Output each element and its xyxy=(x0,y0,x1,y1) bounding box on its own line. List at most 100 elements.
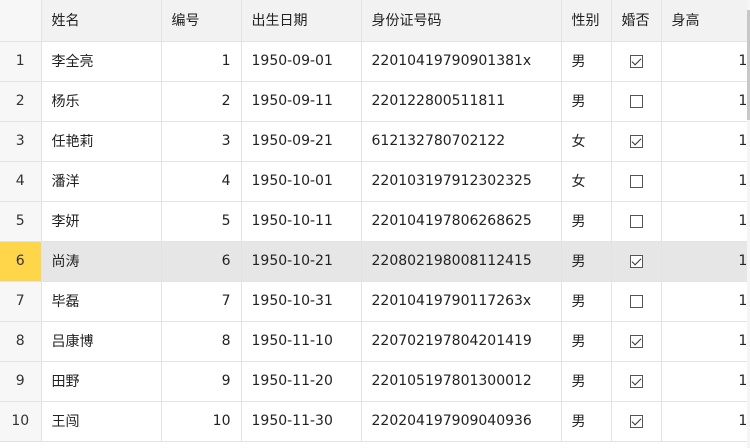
cell-name[interactable]: 毕磊 xyxy=(41,281,162,322)
cell-number[interactable]: 9 xyxy=(161,361,242,402)
married-checkbox[interactable] xyxy=(629,374,643,388)
vertical-scrollbar[interactable] xyxy=(747,0,750,448)
cell-birth[interactable]: 1950-10-01 xyxy=(241,161,362,202)
row-header[interactable]: 3 xyxy=(0,121,42,162)
cell-id-card[interactable]: 220104197806268625 xyxy=(361,201,562,242)
cell-married[interactable] xyxy=(611,121,662,162)
cell-number[interactable]: 3 xyxy=(161,121,242,162)
cell-gender[interactable]: 男 xyxy=(561,361,612,402)
cell-height[interactable]: 1.77 xyxy=(661,41,750,82)
row-header[interactable]: 8 xyxy=(0,321,42,362)
cell-birth[interactable]: 1950-10-21 xyxy=(241,241,362,282)
cell-birth[interactable]: 1950-10-11 xyxy=(241,201,362,242)
cell-name[interactable]: 任艳莉 xyxy=(41,121,162,162)
cell-id-card[interactable]: 220204197909040936 xyxy=(361,401,562,442)
column-header-height[interactable]: 身高 xyxy=(661,0,750,42)
cell-number[interactable]: 10 xyxy=(161,401,242,442)
cell-name[interactable]: 吕康博 xyxy=(41,321,162,362)
married-checkbox[interactable] xyxy=(629,174,643,188)
cell-married[interactable] xyxy=(611,201,662,242)
married-checkbox[interactable] xyxy=(629,54,643,68)
cell-id-card[interactable]: 220802198008112415 xyxy=(361,241,562,282)
cell-height[interactable]: 1.73 xyxy=(661,241,750,282)
cell-id-card[interactable]: 220702197804201419 xyxy=(361,321,562,362)
married-checkbox[interactable] xyxy=(629,134,643,148)
married-checkbox[interactable] xyxy=(629,334,643,348)
cell-birth[interactable]: 1950-11-20 xyxy=(241,361,362,402)
cell-id-card[interactable]: 22010419790901381x xyxy=(361,41,562,82)
cell-height[interactable]: 1.76 xyxy=(661,201,750,242)
cell-birth[interactable]: 1950-09-11 xyxy=(241,81,362,122)
cell-id-card[interactable]: 220103197912302325 xyxy=(361,161,562,202)
cell-gender[interactable]: 男 xyxy=(561,81,612,122)
row-header[interactable]: 2 xyxy=(0,81,42,122)
column-header-id-card[interactable]: 身份证号码 xyxy=(361,0,562,42)
scrollbar-thumb[interactable] xyxy=(747,10,750,120)
cell-id-card[interactable]: 220105197801300012 xyxy=(361,361,562,402)
column-header-birth[interactable]: 出生日期 xyxy=(241,0,362,42)
cell-married[interactable] xyxy=(611,361,662,402)
cell-gender[interactable]: 男 xyxy=(561,321,612,362)
cell-number[interactable]: 5 xyxy=(161,201,242,242)
cell-married[interactable] xyxy=(611,281,662,322)
cell-height[interactable]: 1.79 xyxy=(661,281,750,322)
cell-married[interactable] xyxy=(611,321,662,362)
column-header-number[interactable]: 编号 xyxy=(161,0,242,42)
cell-birth[interactable]: 1950-10-31 xyxy=(241,281,362,322)
married-checkbox[interactable] xyxy=(629,254,643,268)
cell-birth[interactable]: 1950-09-01 xyxy=(241,41,362,82)
married-checkbox[interactable] xyxy=(629,294,643,308)
cell-name[interactable]: 潘洋 xyxy=(41,161,162,202)
row-header[interactable]: 4 xyxy=(0,161,42,202)
row-header[interactable]: 5 xyxy=(0,201,42,242)
cell-married[interactable] xyxy=(611,81,662,122)
cell-id-card[interactable]: 220122800511811 xyxy=(361,81,562,122)
cell-name[interactable]: 李全亮 xyxy=(41,41,162,82)
cell-number[interactable]: 2 xyxy=(161,81,242,122)
cell-name[interactable]: 王闯 xyxy=(41,401,162,442)
cell-gender[interactable]: 男 xyxy=(561,401,612,442)
cell-married[interactable] xyxy=(611,241,662,282)
row-header[interactable]: 7 xyxy=(0,281,42,322)
cell-height[interactable]: 1.65 xyxy=(661,161,750,202)
cell-gender[interactable]: 女 xyxy=(561,161,612,202)
cell-gender[interactable]: 男 xyxy=(561,241,612,282)
cell-number[interactable]: 6 xyxy=(161,241,242,282)
cell-number[interactable]: 7 xyxy=(161,281,242,322)
cell-birth[interactable]: 1950-11-30 xyxy=(241,401,362,442)
cell-name[interactable]: 李妍 xyxy=(41,201,162,242)
cell-birth[interactable]: 1950-11-10 xyxy=(241,321,362,362)
cell-number[interactable]: 1 xyxy=(161,41,242,82)
married-checkbox[interactable] xyxy=(629,94,643,108)
cell-married[interactable] xyxy=(611,161,662,202)
cell-id-card[interactable]: 612132780702122 xyxy=(361,121,562,162)
column-header-married[interactable]: 婚否 xyxy=(611,0,662,42)
cell-number[interactable]: 4 xyxy=(161,161,242,202)
cell-name[interactable]: 杨乐 xyxy=(41,81,162,122)
cell-gender[interactable]: 女 xyxy=(561,121,612,162)
cell-married[interactable] xyxy=(611,401,662,442)
row-header[interactable]: 6 xyxy=(0,241,42,282)
row-header[interactable]: 10 xyxy=(0,401,42,442)
cell-number[interactable]: 8 xyxy=(161,321,242,362)
column-header-gender[interactable]: 性别 xyxy=(561,0,612,42)
row-header[interactable]: 1 xyxy=(0,41,42,82)
cell-gender[interactable]: 男 xyxy=(561,201,612,242)
cell-name[interactable]: 尚涛 xyxy=(41,241,162,282)
header-corner[interactable] xyxy=(0,0,42,42)
cell-married[interactable] xyxy=(611,41,662,82)
married-checkbox[interactable] xyxy=(629,414,643,428)
cell-gender[interactable]: 男 xyxy=(561,41,612,82)
cell-height[interactable]: 1.72 xyxy=(661,401,750,442)
cell-height[interactable]: 1.68 xyxy=(661,321,750,362)
